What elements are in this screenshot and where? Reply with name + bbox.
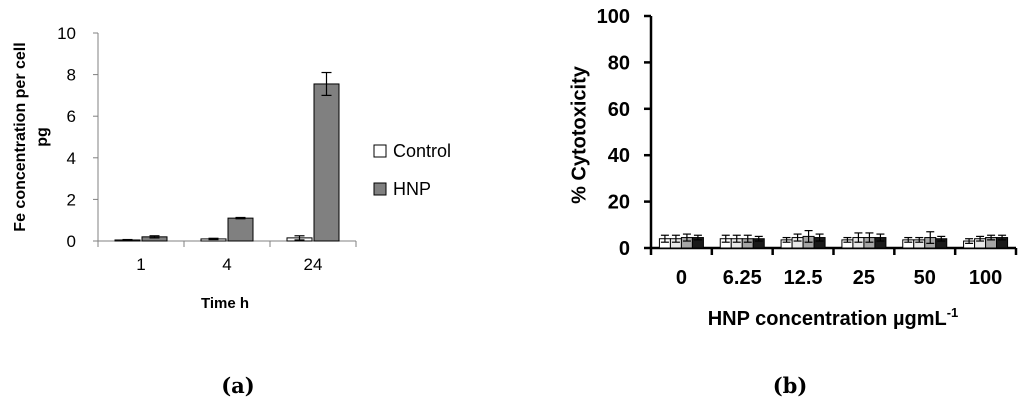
y-tick-label: 2 [67, 190, 76, 209]
chart-b: 0 20 40 60 80 100 0 6.25 12.5 25 50 100 HNP concentr… [568, 6, 1018, 330]
y-tick-label: 0 [619, 238, 630, 260]
y-tick-label: 100 [597, 6, 630, 28]
y-tick-label: 80 [608, 52, 630, 74]
y-tick-label: 4 [67, 149, 76, 168]
x-tick-label: 24 [304, 255, 323, 274]
panel-label-a: (a) [221, 373, 254, 398]
x-tick-label: 0 [676, 267, 687, 289]
legend-label: HNP [393, 179, 431, 199]
x-axis-title-main: HNP concentration µgmL [708, 308, 947, 330]
x-tick-label: 6.25 [723, 267, 762, 289]
y-tick-label: 60 [608, 99, 630, 121]
legend-label: Control [393, 141, 451, 161]
legend-swatch [373, 144, 387, 158]
y-axis-title-line: Fe concentration per cell [12, 42, 29, 231]
x-tick-label: 1 [136, 255, 145, 274]
x-axis-title: Time h [201, 295, 249, 312]
x-tick-label: 12.5 [784, 267, 823, 289]
x-axis-title: HNP concentration µgmL-1 [708, 305, 959, 330]
bar-hnp [227, 217, 254, 242]
y-tick-label: 20 [608, 192, 630, 214]
x-tick-label: 4 [222, 255, 231, 274]
legend-swatch [373, 182, 387, 196]
bar-hnp [313, 83, 340, 242]
y-tick-label: 6 [67, 107, 76, 126]
panel-label-b: (b) [773, 373, 808, 398]
y-tick-label: 40 [608, 145, 630, 167]
x-tick-label: 50 [914, 267, 936, 289]
y-tick-label: 10 [57, 24, 76, 43]
y-tick-label: 0 [67, 232, 76, 251]
x-axis-title-superscript: -1 [947, 305, 959, 320]
legend: Control HNP [373, 141, 451, 199]
y-axis-title: % Cytotoxicity [568, 65, 590, 204]
x-tick-label: 100 [969, 267, 1002, 289]
x-tick-label: 25 [853, 267, 875, 289]
y-axis-title-line: pg [34, 127, 51, 147]
y-tick-label: 8 [67, 66, 76, 85]
